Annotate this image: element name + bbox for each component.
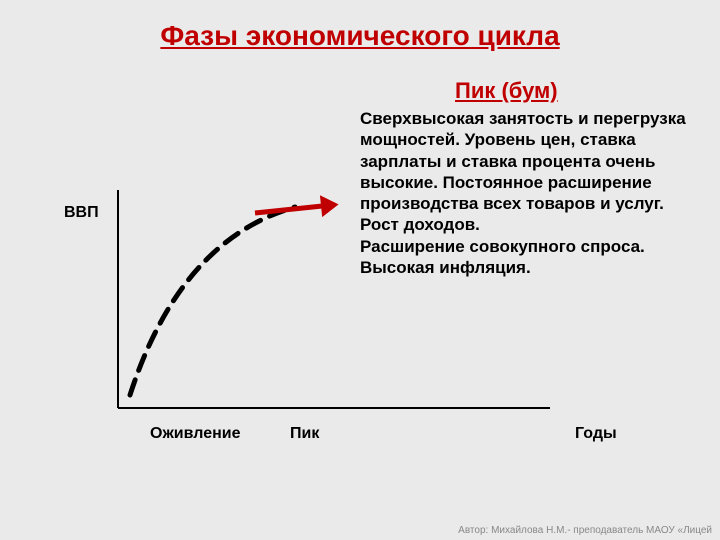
section-subtitle: Пик (бум) [455,78,558,104]
x-label-2: Годы [575,425,617,443]
x-label-1: Пик [290,425,319,443]
page-title: Фазы экономического цикла [0,0,720,52]
y-axis-label: ВВП [64,204,99,222]
growth-curve [130,207,295,395]
economic-cycle-chart [110,190,550,420]
x-label-0: Оживление [150,425,241,443]
author-footer: Автор: Михайлова Н.М.- преподаватель МАО… [458,525,712,536]
arrow-head [320,195,339,217]
